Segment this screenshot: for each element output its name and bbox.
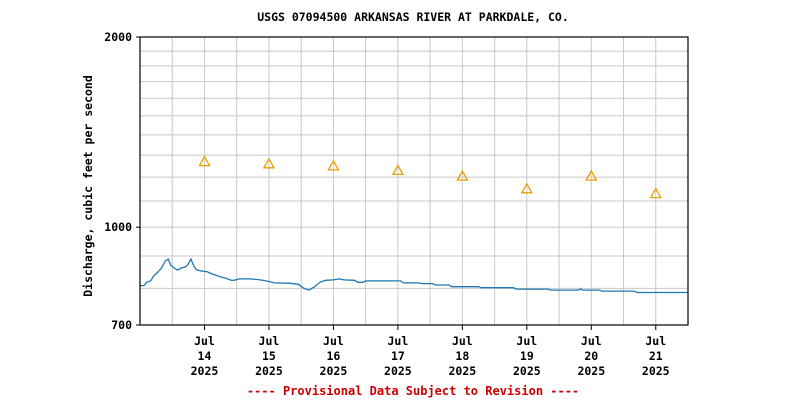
chart-title: USGS 07094500 ARKANSAS RIVER AT PARKDALE… bbox=[257, 10, 569, 24]
x-tick-day: 16 bbox=[326, 349, 340, 363]
x-tick-day: 19 bbox=[520, 349, 534, 363]
median-marker bbox=[456, 169, 469, 181]
x-tick-year: 2025 bbox=[191, 364, 219, 378]
y-tick-label: 1000 bbox=[104, 220, 132, 234]
x-tick-day: 15 bbox=[262, 349, 276, 363]
median-marker bbox=[391, 164, 405, 176]
x-tick-year: 2025 bbox=[513, 364, 541, 378]
provisional-notice: ---- Provisional Data Subject to Revisio… bbox=[247, 384, 579, 398]
x-tick-year: 2025 bbox=[642, 364, 670, 378]
plot-area bbox=[140, 155, 688, 294]
x-tick-month: Jul bbox=[194, 334, 215, 348]
x-tick-day: 20 bbox=[584, 349, 598, 363]
axis-ticks: 20001000700Jul142025Jul152025Jul162025Ju… bbox=[104, 30, 669, 378]
x-tick-day: 17 bbox=[391, 349, 405, 363]
x-tick-year: 2025 bbox=[320, 364, 348, 378]
x-tick-day: 21 bbox=[649, 349, 663, 363]
median-marker bbox=[198, 155, 211, 167]
median-marker bbox=[520, 182, 533, 194]
x-tick-day: 18 bbox=[455, 349, 469, 363]
x-tick-month: Jul bbox=[387, 334, 408, 348]
x-tick-month: Jul bbox=[259, 334, 280, 348]
discharge-line bbox=[140, 257, 688, 294]
x-tick-year: 2025 bbox=[449, 364, 477, 378]
y-axis-label: Discharge, cubic feet per second bbox=[81, 75, 95, 297]
x-tick-month: Jul bbox=[516, 334, 537, 348]
plot-frame bbox=[139, 36, 689, 326]
x-tick-month: Jul bbox=[581, 334, 602, 348]
y-tick-label: 2000 bbox=[104, 30, 132, 44]
median-marker bbox=[327, 159, 340, 171]
median-marker bbox=[649, 187, 662, 199]
x-tick-year: 2025 bbox=[255, 364, 283, 378]
x-tick-day: 14 bbox=[198, 349, 212, 363]
y-tick-label: 700 bbox=[111, 318, 132, 332]
median-marker bbox=[262, 157, 276, 169]
x-tick-month: Jul bbox=[645, 334, 666, 348]
x-tick-year: 2025 bbox=[384, 364, 412, 378]
x-tick-month: Jul bbox=[452, 334, 473, 348]
x-tick-month: Jul bbox=[323, 334, 344, 348]
x-tick-year: 2025 bbox=[577, 364, 605, 378]
gridlines bbox=[140, 37, 688, 325]
median-marker bbox=[585, 169, 598, 181]
